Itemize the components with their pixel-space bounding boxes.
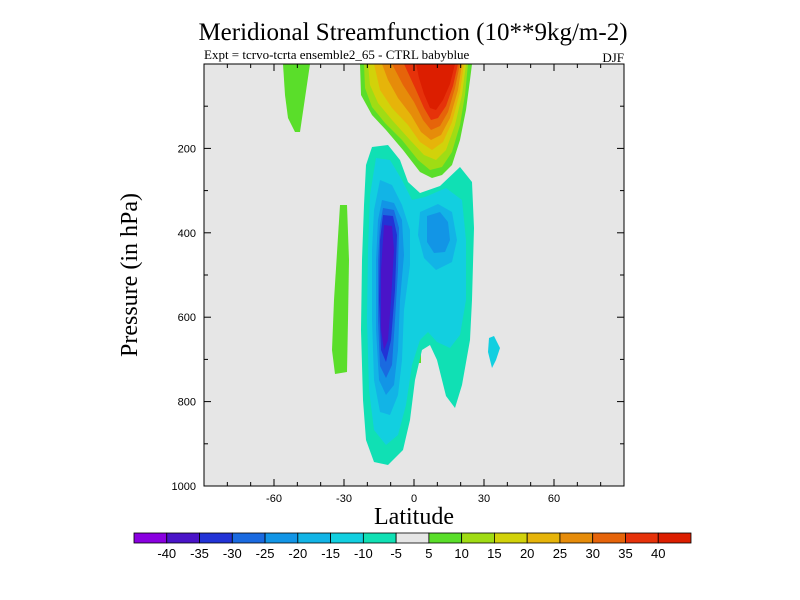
colorbar: -40 -35 -30 -25 -20 -15 -10 -5 5 10 15 20 25 30 35 40 [133, 532, 692, 561]
colorbar-label: 20 [520, 546, 534, 561]
colorbar-swatch [330, 532, 364, 544]
contour-positive-5-upper-left [283, 64, 310, 132]
contour-positive-5-band [332, 205, 349, 374]
y-tick-label: 600 [178, 312, 196, 324]
contour-positive-40 [416, 64, 455, 110]
colorbar-label: 15 [487, 546, 501, 561]
colorbar-label: 25 [553, 546, 567, 561]
colorbar-swatch [428, 532, 463, 544]
contour-negative-35 [381, 225, 394, 350]
colorbar-label: 35 [618, 546, 632, 561]
colorbar-label: -10 [354, 546, 373, 561]
y-tick-label: 200 [178, 143, 196, 155]
x-tick-label: 0 [411, 493, 417, 505]
y-tick-label: 800 [178, 397, 196, 409]
x-tick-label: 30 [478, 493, 490, 505]
colorbar-label: -35 [190, 546, 209, 561]
colorbar-swatch [559, 532, 594, 544]
contour-negative-20-east [427, 212, 450, 253]
chart-title: Meridional Streamfunction (10**9kg/m-2) [198, 19, 627, 46]
x-tick-label: 60 [548, 493, 560, 505]
colorbar-swatch [625, 532, 659, 544]
chart-subtitle: Expt = tcrvo-tcrta ensemble2_65 - CTRL b… [204, 47, 470, 62]
y-tick-label: 1000 [172, 481, 196, 493]
x-tick-label: -30 [336, 493, 352, 505]
y-axis-label: Pressure (in hPa) [117, 193, 143, 357]
contour-fill-layer [283, 64, 500, 465]
colorbar-swatch [657, 532, 692, 544]
colorbar-label: -5 [390, 546, 402, 561]
x-axis-ticks: -60 -30 0 30 60 [226, 64, 602, 505]
colorbar-swatch [264, 532, 299, 544]
colorbar-label: -25 [256, 546, 275, 561]
colorbar-label: 40 [651, 546, 665, 561]
contour-negative-10-patch [488, 336, 500, 368]
colorbar-swatch [461, 532, 495, 544]
colorbar-label: -15 [321, 546, 340, 561]
colorbar-swatch [395, 532, 430, 544]
y-tick-label: 400 [178, 228, 196, 240]
y-axis-ticks: 200 400 600 800 1000 [172, 105, 624, 493]
colorbar-swatch [494, 532, 528, 544]
colorbar-swatch [199, 532, 233, 544]
colorbar-swatch [297, 532, 331, 544]
colorbar-swatch [166, 532, 200, 544]
x-tick-label: -60 [266, 493, 282, 505]
colorbar-swatch [362, 532, 397, 544]
season-label: DJF [602, 50, 624, 65]
colorbar-label: -20 [288, 546, 307, 561]
colorbar-label: 30 [585, 546, 599, 561]
colorbar-label: -30 [223, 546, 242, 561]
colorbar-label: -40 [157, 546, 176, 561]
x-axis-label: Latitude [374, 504, 454, 530]
colorbar-label: 5 [425, 546, 432, 561]
colorbar-swatch [133, 532, 168, 544]
colorbar-swatch [526, 532, 561, 544]
colorbar-label: 10 [454, 546, 468, 561]
colorbar-swatch [592, 532, 626, 544]
colorbar-swatch [231, 532, 266, 544]
